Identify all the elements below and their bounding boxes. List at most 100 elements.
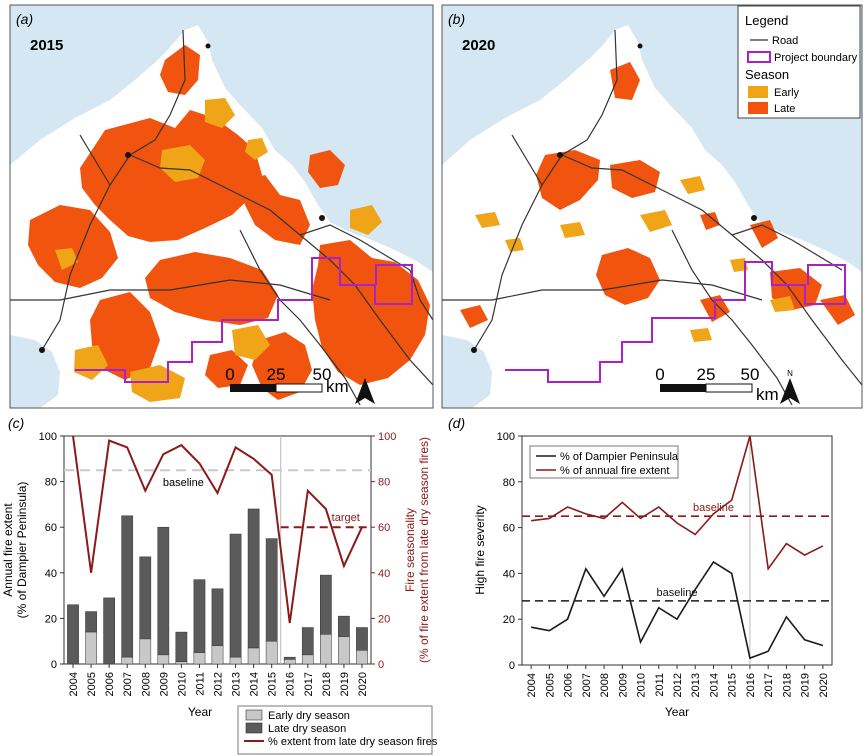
bar-late-2011 bbox=[193, 579, 206, 653]
right-tick-label: 20 bbox=[378, 613, 390, 625]
bar-late-2013 bbox=[229, 533, 242, 658]
x-tick-label: 2014 bbox=[249, 672, 261, 696]
bar-early-2007 bbox=[121, 656, 134, 665]
scale-tick-0-b: 0 bbox=[655, 365, 664, 384]
north-arrow-icon-b bbox=[780, 378, 800, 404]
bar-late-2012 bbox=[211, 588, 224, 647]
town-marker-b3 bbox=[471, 347, 477, 353]
town-marker-a2 bbox=[319, 215, 325, 221]
map-year-b: 2020 bbox=[462, 37, 495, 54]
x-tick-label: 2016 bbox=[745, 673, 757, 697]
bar-late-2018 bbox=[320, 574, 332, 635]
bar-late-2008 bbox=[139, 556, 152, 640]
panel-label-c: (c) bbox=[8, 415, 24, 431]
bar-late-2009 bbox=[157, 526, 170, 656]
legend-road-label: Road bbox=[772, 35, 798, 47]
town-marker-b2 bbox=[751, 215, 757, 221]
legend-early-swatch bbox=[748, 86, 768, 98]
y-tick-label: 100 bbox=[39, 431, 57, 443]
x-tick-label: 2019 bbox=[339, 672, 351, 696]
scale-bar-b: 0 25 50 km N bbox=[655, 365, 800, 404]
x-tick-label: 2012 bbox=[672, 673, 684, 697]
right-label-line1-c: Fire seasonality bbox=[403, 508, 417, 592]
scale-tick-0-a: 0 bbox=[225, 365, 234, 384]
scale-unit-b: km bbox=[756, 385, 779, 404]
x-tick-label: 2009 bbox=[158, 672, 170, 696]
bar-late-2006 bbox=[103, 597, 115, 665]
y-tick-label: 100 bbox=[497, 431, 515, 443]
panel-label-a: (a) bbox=[16, 11, 33, 27]
bar-early-2011 bbox=[193, 652, 206, 665]
x-tick-label: 2017 bbox=[763, 673, 775, 697]
baseline-label-1: baseline bbox=[657, 587, 698, 599]
bar-late-2005 bbox=[85, 611, 97, 633]
x-tick-label: 2005 bbox=[544, 673, 556, 697]
x-tick-label: 2019 bbox=[800, 673, 812, 697]
map-frame-a bbox=[9, 4, 434, 409]
x-tick-label: 2004 bbox=[68, 672, 80, 696]
y-tick-label: 20 bbox=[45, 613, 57, 625]
series-line-1 bbox=[531, 435, 824, 571]
scale-tick-25-a: 25 bbox=[267, 365, 286, 384]
bars-c bbox=[67, 508, 368, 665]
town-marker-b1 bbox=[557, 152, 563, 158]
y-tick-label: 40 bbox=[503, 568, 515, 580]
scale-tick-25-b: 25 bbox=[697, 365, 716, 384]
bar-early-2017 bbox=[301, 654, 314, 665]
y-tick-label: 20 bbox=[503, 614, 515, 626]
town-marker-a3 bbox=[39, 347, 45, 353]
project-boundary-a bbox=[75, 257, 413, 383]
legend-late-dry: Late dry season bbox=[268, 723, 346, 735]
y-tick-label: 40 bbox=[45, 568, 57, 580]
map-legend: Legend Road Project boundary Season Earl… bbox=[737, 5, 861, 119]
right-label-line2-c: (% of fire extent from late dry season f… bbox=[417, 437, 431, 663]
bar-late-2010 bbox=[175, 631, 188, 662]
bar-late-2020 bbox=[356, 627, 368, 651]
right-tick-label: 0 bbox=[378, 659, 384, 671]
x-tick-label: 2006 bbox=[563, 673, 575, 697]
panel-label-b: (b) bbox=[448, 11, 465, 27]
x-tick-label: 2011 bbox=[194, 672, 206, 696]
x-axis-ticks-d: 2004 2005 2006 2007 2008 2009 2010 2011 2012 2013… bbox=[526, 665, 830, 697]
legend-late-swatch bbox=[748, 102, 768, 114]
legend-late-extent: % extent from late dry season fires bbox=[268, 736, 438, 748]
legend-annual-extent: % of annual fire extent bbox=[560, 465, 669, 477]
x-tick-label: 2010 bbox=[636, 673, 648, 697]
bar-early-2018 bbox=[320, 634, 332, 665]
coast-bay-a bbox=[10, 335, 60, 408]
x-axis-ticks-c: 2004 2005 2006 2007 2008 2009 2010 2011 2012 2013… bbox=[68, 664, 369, 696]
legend-season-title: Season bbox=[745, 67, 789, 82]
right-tick-label: 40 bbox=[378, 568, 390, 580]
x-label-d: Year bbox=[665, 705, 689, 719]
map-panel-a bbox=[10, 5, 433, 408]
x-tick-label: 2020 bbox=[818, 673, 830, 697]
x-tick-label: 2007 bbox=[122, 672, 134, 696]
scale-tick-50-a: 50 bbox=[313, 365, 332, 384]
y-label-line2-c: (% of Dampier Peninsula) bbox=[15, 482, 29, 619]
town-marker-b4 bbox=[637, 43, 643, 49]
x-tick-label: 2010 bbox=[176, 672, 188, 696]
legend-title: Legend bbox=[745, 13, 788, 28]
bar-early-2016 bbox=[283, 659, 296, 665]
bar-late-2015 bbox=[265, 538, 278, 642]
north-label-b: N bbox=[787, 369, 793, 378]
x-tick-label: 2006 bbox=[104, 672, 116, 696]
early-fire-patches-a bbox=[55, 98, 382, 402]
x-tick-label: 2004 bbox=[526, 673, 538, 697]
x-tick-label: 2020 bbox=[357, 672, 369, 696]
town-marker-a1 bbox=[125, 152, 131, 158]
bar-early-2009 bbox=[157, 654, 170, 665]
town-marker-a4 bbox=[205, 43, 211, 49]
bar-early-2015 bbox=[265, 640, 278, 665]
baseline-label-c: baseline bbox=[163, 477, 204, 489]
bar-late-2016 bbox=[283, 656, 296, 660]
map-frame-b bbox=[441, 4, 863, 409]
right-axis-ticks-c: 0 20 40 60 80 100 bbox=[371, 431, 396, 671]
roads-b bbox=[442, 29, 862, 406]
target-label-c: target bbox=[332, 512, 360, 524]
scale-bar-a: 0 25 50 km bbox=[225, 365, 375, 404]
